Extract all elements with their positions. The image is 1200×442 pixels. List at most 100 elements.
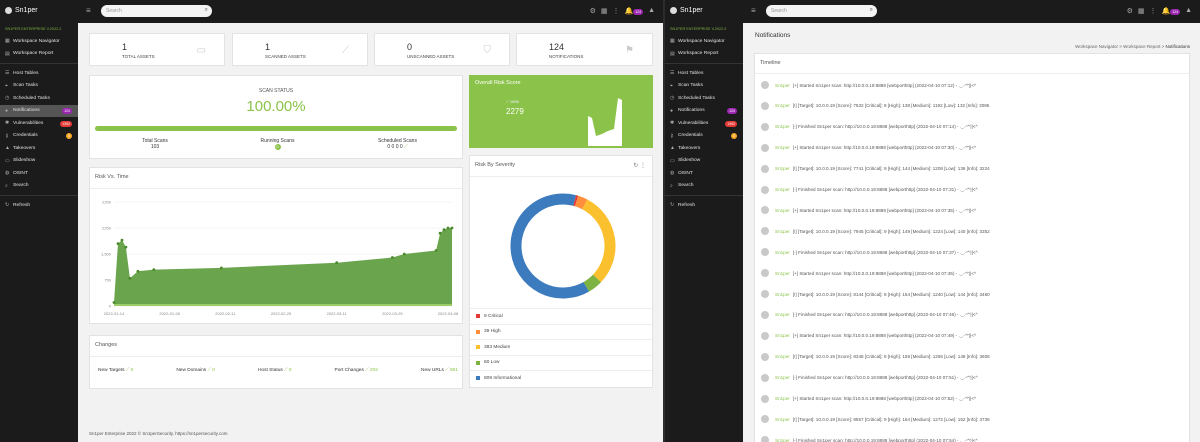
timeline-user[interactable]: Sn1per bbox=[775, 312, 790, 318]
timeline-user[interactable]: Sn1per bbox=[775, 333, 790, 339]
timeline-item[interactable]: Sn1per [+] Started Sn1per scan: http://10… bbox=[761, 78, 1183, 92]
legend-item[interactable]: 809 Informational bbox=[470, 370, 652, 386]
more-icon[interactable]: ⋮ bbox=[612, 8, 620, 15]
sidebar-item-workspace-navigator[interactable]: ▦ Workspace Navigator bbox=[5, 38, 60, 45]
more-icon[interactable]: ⋮ bbox=[1149, 8, 1157, 15]
timeline-user[interactable]: Sn1per bbox=[775, 437, 790, 442]
sidebar-item-takeovers[interactable]: ▲ Takeovers bbox=[5, 145, 36, 152]
sidebar-item-workspace-report[interactable]: ▤ Workspace Report bbox=[670, 50, 719, 57]
sidebar-item-search[interactable]: ⌕ Search bbox=[5, 182, 29, 189]
timeline-item[interactable]: Sn1per [-] Finished Sn1per scan: http://1… bbox=[761, 183, 1183, 197]
sidebar-item-notifications[interactable]: ● Notifications 124 bbox=[0, 104, 78, 117]
timeline-item[interactable]: Sn1per [!] [Target]: 10.0.0.19 [Score]: 7… bbox=[761, 224, 1183, 238]
timeline-item[interactable]: Sn1per [-] Finished Sn1per scan: http://1… bbox=[761, 433, 1183, 442]
timeline-user[interactable]: Sn1per bbox=[775, 354, 790, 360]
bell-icon[interactable]: 🔔 124 bbox=[1161, 8, 1181, 15]
sidebar-item-osint[interactable]: ◍ OSINT bbox=[670, 170, 693, 177]
timeline-item[interactable]: Sn1per [!] [Target]: 10.0.0.19 [Score]: 8… bbox=[761, 287, 1183, 301]
timeline-item[interactable]: Sn1per [+] Started Sn1per scan: http://10… bbox=[761, 392, 1183, 406]
donut-slice[interactable] bbox=[573, 195, 579, 207]
timeline-user[interactable]: Sn1per bbox=[775, 103, 790, 109]
timeline-user[interactable]: Sn1per bbox=[775, 187, 790, 192]
sidebar-item-host-tables[interactable]: ☰ Host Tables bbox=[5, 70, 39, 77]
timeline-item[interactable]: Sn1per [+] Started Sn1per scan: http://10… bbox=[761, 329, 1183, 343]
breadcrumb-workspace-navigator[interactable]: Workspace Navigator bbox=[1075, 44, 1119, 49]
user-avatar-icon[interactable]: ▲ bbox=[1185, 7, 1192, 14]
sidebar-item-slideshow[interactable]: ▭ Slideshow bbox=[670, 157, 701, 164]
sidebar-item-credentials[interactable]: ⚷ Credentials 0 bbox=[670, 132, 737, 139]
menu-icon[interactable]: ≡ bbox=[86, 6, 91, 15]
sidebar-item-scan-tasks[interactable]: ⌖ Scan Tasks bbox=[670, 82, 703, 89]
sidebar-item-workspace-navigator[interactable]: ▦ Workspace Navigator bbox=[670, 38, 725, 45]
timeline-item[interactable]: Sn1per [!] [Target]: 10.0.0.19 [Score]: 8… bbox=[761, 412, 1183, 426]
menu-icon[interactable]: ≡ bbox=[751, 6, 756, 15]
change-port-changes[interactable]: Port Changes ⟋ 202 bbox=[334, 368, 378, 373]
timeline-item[interactable]: Sn1per [-] Finished Sn1per scan: http://1… bbox=[761, 120, 1183, 134]
timeline-item[interactable]: Sn1per [!] [Target]: 10.0.0.19 [Score]: 7… bbox=[761, 162, 1183, 176]
legend-item[interactable]: 60 Low bbox=[470, 354, 652, 371]
user-avatar-icon[interactable]: ▲ bbox=[648, 7, 655, 14]
timeline-user[interactable]: Sn1per bbox=[775, 249, 790, 255]
gear-icon[interactable]: ⚙ bbox=[589, 8, 596, 15]
timeline-user[interactable]: Sn1per bbox=[775, 416, 790, 422]
sidebar-item-osint[interactable]: ◍ OSINT bbox=[5, 170, 28, 177]
timeline-item[interactable]: Sn1per [!] [Target]: 10.0.0.19 [Score]: 8… bbox=[761, 350, 1183, 364]
search-input[interactable]: Search ⌕ bbox=[766, 5, 877, 17]
app-logo[interactable]: Sn1per bbox=[670, 7, 703, 14]
timeline-user[interactable]: Sn1per bbox=[775, 207, 790, 213]
stat-card-total-assets[interactable]: 1 TOTAL ASSETS ▭ bbox=[89, 33, 225, 66]
gear-icon[interactable]: ⚙ bbox=[1126, 8, 1133, 15]
bell-icon[interactable]: 🔔 124 bbox=[624, 8, 644, 15]
breadcrumb-workspace-report[interactable]: Workspace Report bbox=[1123, 44, 1161, 49]
timeline-user[interactable]: Sn1per bbox=[775, 82, 790, 88]
sidebar-item-takeovers[interactable]: ▲ Takeovers bbox=[670, 145, 701, 152]
donut-slice[interactable] bbox=[510, 193, 590, 299]
change-new-targets[interactable]: New Targets ⟋ 0 bbox=[98, 368, 134, 373]
sidebar-item-notifications[interactable]: ● Notifications 124 bbox=[670, 107, 737, 114]
stat-card-scanned-assets[interactable]: 1 SCANNED ASSETS ⟋ bbox=[232, 33, 368, 66]
timeline-item[interactable]: Sn1per [-] Finished Sn1per scan: http://1… bbox=[761, 308, 1183, 322]
timeline-user[interactable]: Sn1per bbox=[775, 396, 790, 401]
timeline-item[interactable]: Sn1per [+] Started Sn1per scan: http://10… bbox=[761, 141, 1183, 155]
donut-slice[interactable] bbox=[574, 195, 588, 210]
timeline-item[interactable]: Sn1per [+] Started Sn1per scan: http://10… bbox=[761, 203, 1183, 217]
timeline-user[interactable]: Sn1per bbox=[775, 228, 790, 234]
sidebar-item-refresh[interactable]: ↻ Refresh bbox=[5, 202, 31, 209]
sidebar-item-scheduled-tasks[interactable]: ◷ Scheduled Tasks bbox=[5, 95, 50, 102]
timeline-item[interactable]: Sn1per [-] Finished Sn1per scan: http://1… bbox=[761, 371, 1183, 385]
apps-icon[interactable]: ▦ bbox=[600, 8, 608, 15]
apps-icon[interactable]: ▦ bbox=[1137, 8, 1145, 15]
legend-item[interactable]: 9 Critical bbox=[470, 308, 652, 324]
donut-slice[interactable] bbox=[583, 274, 601, 292]
timeline-item[interactable]: Sn1per [-] Finished Sn1per scan: http://1… bbox=[761, 245, 1183, 259]
timeline-item[interactable]: Sn1per [+] Started Sn1per scan: http://10… bbox=[761, 266, 1183, 280]
sidebar-item-vulnerabilities[interactable]: ✱ Vulnerabilities 1392 bbox=[5, 120, 72, 127]
timeline-user[interactable]: Sn1per bbox=[775, 291, 790, 297]
change-new-urls[interactable]: New URLs ⟋ 861 bbox=[420, 368, 458, 373]
sidebar-item-slideshow[interactable]: ▭ Slideshow bbox=[5, 157, 36, 164]
timeline-user[interactable]: Sn1per bbox=[775, 166, 790, 172]
search-icon[interactable]: ⌕ bbox=[869, 7, 873, 13]
donut-slice[interactable] bbox=[582, 199, 616, 283]
timeline-user[interactable]: Sn1per bbox=[775, 124, 790, 130]
timeline-user[interactable]: Sn1per bbox=[775, 375, 790, 381]
change-new-domains[interactable]: New Domains ⟋ 0 bbox=[176, 368, 215, 373]
timeline-user[interactable]: Sn1per bbox=[775, 270, 790, 276]
sidebar-item-credentials[interactable]: ⚷ Credentials 0 bbox=[5, 132, 72, 139]
legend-item[interactable]: 383 Medium bbox=[470, 339, 652, 355]
change-host-status[interactable]: Host Status ⟋ 0 bbox=[257, 368, 292, 373]
stat-card-notifications[interactable]: 124 NOTIFICATIONS ⚑ bbox=[516, 33, 653, 66]
search-input[interactable]: Search ⌕ bbox=[101, 5, 212, 17]
sidebar-item-vulnerabilities[interactable]: ✱ Vulnerabilities 1392 bbox=[670, 120, 737, 127]
legend-item[interactable]: 39 High bbox=[470, 323, 652, 340]
timeline-user[interactable]: Sn1per bbox=[775, 145, 790, 151]
refresh-icon[interactable]: ↻ ⋮ bbox=[633, 163, 646, 169]
sidebar-item-workspace-report[interactable]: ▤ Workspace Report bbox=[5, 50, 54, 57]
sidebar-item-search[interactable]: ⌕ Search bbox=[670, 182, 694, 189]
sidebar-item-refresh[interactable]: ↻ Refresh bbox=[670, 202, 696, 209]
sidebar-item-scheduled-tasks[interactable]: ◷ Scheduled Tasks bbox=[670, 95, 715, 102]
app-logo[interactable]: Sn1per bbox=[5, 7, 38, 14]
sidebar-item-scan-tasks[interactable]: ⌖ Scan Tasks bbox=[5, 82, 38, 89]
stat-card-unscanned-assets[interactable]: 0 UNSCANNED ASSETS ⛉ bbox=[374, 33, 510, 66]
timeline-item[interactable]: Sn1per [!] [Target]: 10.0.0.19 [Score]: 7… bbox=[761, 99, 1183, 113]
